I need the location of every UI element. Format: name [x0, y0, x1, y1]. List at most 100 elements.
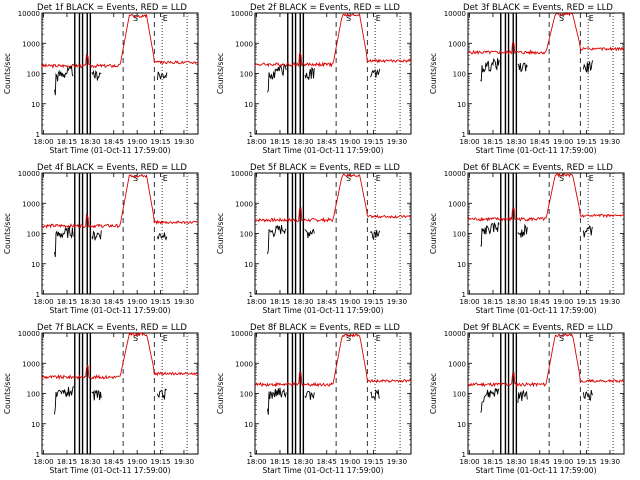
detector-plot-3: Det 3f BLACK = Events, RED = LLD 1 10 100 10… [429, 3, 625, 155]
plot-frame [467, 332, 625, 455]
y-tick-label: 100 [453, 231, 466, 239]
x-tick-label: 19:30 [174, 298, 194, 306]
x-tick-label: 19:00 [127, 298, 147, 306]
x-tick-label: 18:45 [317, 458, 337, 466]
x-tick-label: 18:15 [270, 458, 290, 466]
start-marker: S [559, 174, 564, 183]
plot-title: Det 8f BLACK = Events, RED = LLD [250, 323, 400, 333]
events-series-line [156, 388, 167, 400]
x-tick-label: 19:00 [340, 138, 360, 146]
x-axis-label: Start Time (01-Oct-11 17:59:00) [475, 146, 596, 155]
y-tick-label: 1 [36, 291, 40, 299]
x-tick-label: 18:30 [80, 298, 100, 306]
y-axis-label: Counts/sec [216, 53, 225, 94]
y-axis-label: Counts/sec [429, 213, 438, 254]
y-axis-label: Counts/sec [216, 213, 225, 254]
x-tick-label: 19:30 [174, 458, 194, 466]
x-tick-label: 18:45 [317, 298, 337, 306]
events-series-line [517, 223, 528, 238]
y-tick-label: 10 [31, 101, 40, 109]
start-marker: S [133, 334, 138, 343]
plot-frame [254, 12, 412, 135]
plot-title: Det 2f BLACK = Events, RED = LLD [250, 3, 400, 13]
x-tick-label: 19:30 [387, 298, 407, 306]
end-marker: E [589, 14, 594, 23]
lld-series-line [254, 332, 412, 388]
y-tick-label: 10 [457, 101, 466, 109]
plot-frame [41, 172, 199, 295]
x-tick-label: 18:30 [80, 138, 100, 146]
x-tick-label: 18:00 [33, 138, 53, 146]
plot-title: Det 6f BLACK = Events, RED = LLD [463, 163, 613, 173]
detector-plot-2: Det 2f BLACK = Events, RED = LLD 1 10 100 10… [216, 3, 412, 155]
y-tick-label: 100 [27, 71, 40, 79]
x-tick-label: 18:15 [483, 138, 503, 146]
x-tick-label: 19:30 [600, 458, 620, 466]
start-marker: S [559, 14, 564, 23]
y-tick-label: 10 [31, 421, 40, 429]
events-series-line [91, 389, 102, 401]
y-tick-label: 100 [240, 391, 253, 399]
y-tick-label: 1 [249, 291, 253, 299]
x-tick-label: 18:15 [57, 458, 77, 466]
events-series-line [156, 232, 168, 241]
x-tick-label: 18:30 [506, 458, 526, 466]
x-tick-label: 19:30 [387, 458, 407, 466]
end-marker: E [589, 334, 594, 343]
y-tick-label: 100 [453, 391, 466, 399]
plot-title: Det 4f BLACK = Events, RED = LLD [37, 163, 187, 173]
y-tick-label: 100 [27, 391, 40, 399]
y-tick-label: 10000 [18, 10, 40, 18]
x-tick-label: 18:30 [293, 298, 313, 306]
y-tick-label: 10000 [231, 170, 253, 178]
plot-frame [467, 12, 625, 135]
x-tick-label: 19:00 [127, 138, 147, 146]
x-tick-label: 19:30 [600, 298, 620, 306]
x-tick-label: 18:15 [483, 458, 503, 466]
lld-series-line [254, 173, 412, 223]
x-tick-label: 19:00 [340, 298, 360, 306]
detector-plot-8: Det 8f BLACK = Events, RED = LLD 1 10 100 10… [216, 323, 412, 475]
start-marker: S [133, 14, 138, 23]
y-tick-label: 10 [244, 421, 253, 429]
lld-series-line [41, 331, 199, 380]
x-tick-label: 18:00 [246, 138, 266, 146]
events-series-line [54, 385, 74, 415]
y-tick-label: 100 [453, 71, 466, 79]
plot-title: Det 3f BLACK = Events, RED = LLD [463, 3, 613, 13]
events-series-line [582, 225, 594, 238]
x-tick-label: 18:45 [530, 458, 550, 466]
y-tick-label: 1 [249, 451, 253, 459]
end-marker: E [589, 174, 594, 183]
x-axis-label: Start Time (01-Oct-11 17:59:00) [475, 466, 596, 475]
events-series-line [267, 224, 287, 255]
x-axis-label: Start Time (01-Oct-11 17:59:00) [49, 146, 170, 155]
events-series-line [517, 390, 528, 404]
detector-plot-6: Det 6f BLACK = Events, RED = LLD 1 10 100 10… [429, 163, 625, 315]
x-tick-label: 19:30 [387, 138, 407, 146]
events-series-line [91, 230, 102, 241]
y-tick-label: 10000 [18, 170, 40, 178]
x-tick-label: 18:45 [104, 298, 124, 306]
events-series-line [91, 69, 102, 81]
x-tick-label: 18:30 [293, 458, 313, 466]
end-marker: E [163, 334, 168, 343]
y-tick-label: 1 [36, 131, 40, 139]
detector-plot-4: Det 4f BLACK = Events, RED = LLD 1 10 100 10… [3, 163, 199, 315]
x-tick-label: 18:00 [33, 458, 53, 466]
y-tick-label: 1 [462, 451, 466, 459]
y-tick-label: 1 [36, 451, 40, 459]
x-tick-label: 19:00 [340, 458, 360, 466]
x-tick-label: 19:00 [127, 458, 147, 466]
events-series-line [304, 228, 315, 239]
events-series-line [156, 71, 168, 80]
y-tick-label: 10 [457, 421, 466, 429]
y-tick-label: 1000 [235, 360, 253, 368]
y-tick-label: 1000 [448, 40, 466, 48]
y-axis-label: Counts/sec [216, 373, 225, 414]
x-tick-label: 18:30 [80, 458, 100, 466]
start-marker: S [559, 334, 564, 343]
x-tick-label: 18:30 [293, 138, 313, 146]
y-tick-label: 100 [240, 71, 253, 79]
events-series-line [582, 60, 594, 73]
